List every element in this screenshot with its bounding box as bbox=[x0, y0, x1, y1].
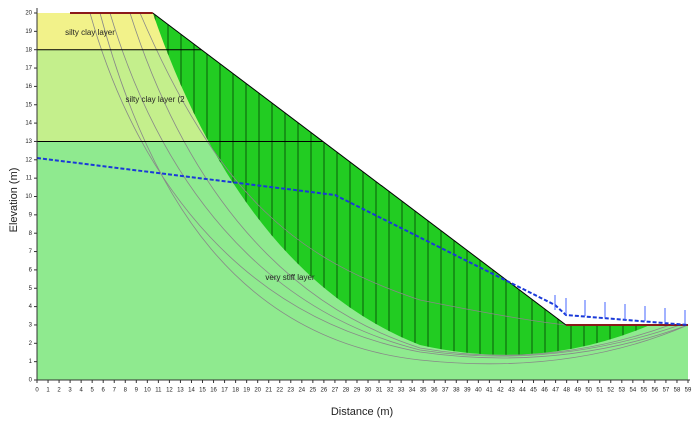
x-tick-label: 13 bbox=[177, 388, 184, 394]
x-tick-label: 48 bbox=[563, 388, 570, 394]
layer-label: silty clay layer (2 bbox=[125, 95, 185, 104]
x-tick-label: 57 bbox=[663, 388, 670, 394]
x-tick-label: 49 bbox=[574, 388, 581, 394]
x-tick-label: 55 bbox=[641, 388, 648, 394]
x-tick-label: 3 bbox=[68, 388, 72, 394]
x-tick-label: 30 bbox=[365, 388, 372, 394]
y-tick-label: 15 bbox=[25, 102, 32, 108]
x-tick-label: 28 bbox=[343, 388, 350, 394]
x-tick-label: 38 bbox=[453, 388, 460, 394]
slope-geometry bbox=[37, 0, 692, 400]
x-tick-label: 7 bbox=[113, 388, 117, 394]
x-tick-label: 33 bbox=[398, 388, 405, 394]
x-tick-label: 19 bbox=[243, 388, 250, 394]
x-tick-label: 50 bbox=[585, 388, 592, 394]
x-tick-label: 1 bbox=[46, 388, 50, 394]
y-tick-label: 4 bbox=[29, 304, 33, 310]
y-tick-label: 13 bbox=[25, 139, 32, 145]
y-tick-label: 17 bbox=[25, 66, 32, 72]
x-tick-label: 12 bbox=[166, 388, 173, 394]
x-tick-label: 5 bbox=[90, 388, 94, 394]
y-axis-label: Elevation (m) bbox=[8, 168, 20, 233]
x-tick-label: 52 bbox=[607, 388, 614, 394]
x-tick-label: 23 bbox=[287, 388, 294, 394]
y-tick-label: 6 bbox=[29, 267, 33, 273]
y-tick-label: 1 bbox=[29, 359, 33, 365]
y-tick-label: 19 bbox=[25, 29, 32, 35]
x-tick-label: 24 bbox=[298, 388, 305, 394]
y-tick-label: 14 bbox=[25, 121, 32, 127]
x-tick-label: 40 bbox=[475, 388, 482, 394]
y-tick-label: 8 bbox=[29, 231, 33, 237]
y-tick-label: 18 bbox=[25, 47, 32, 53]
x-tick-label: 32 bbox=[387, 388, 394, 394]
x-tick-label: 54 bbox=[629, 388, 636, 394]
x-tick-label: 58 bbox=[674, 388, 681, 394]
x-tick-label: 0 bbox=[35, 388, 39, 394]
x-tick-label: 2 bbox=[57, 388, 61, 394]
x-tick-label: 14 bbox=[188, 388, 195, 394]
y-tick-label: 0 bbox=[29, 378, 33, 384]
y-tick-label: 3 bbox=[29, 323, 33, 329]
x-tick-label: 42 bbox=[497, 388, 504, 394]
x-tick-label: 25 bbox=[310, 388, 317, 394]
x-tick-label: 20 bbox=[254, 388, 261, 394]
x-tick-label: 44 bbox=[519, 388, 526, 394]
y-tick-label: 7 bbox=[29, 249, 33, 255]
layer-label: very stiff layer bbox=[265, 273, 315, 282]
x-tick-label: 31 bbox=[376, 388, 383, 394]
x-tick-label: 8 bbox=[124, 388, 128, 394]
x-tick-label: 36 bbox=[431, 388, 438, 394]
y-tick-label: 11 bbox=[26, 176, 33, 182]
x-tick-label: 34 bbox=[409, 388, 416, 394]
x-tick-label: 21 bbox=[265, 388, 272, 394]
x-tick-label: 22 bbox=[276, 388, 283, 394]
y-tick-label: 5 bbox=[29, 286, 33, 292]
x-tick-label: 45 bbox=[530, 388, 537, 394]
y-tick-label: 16 bbox=[25, 84, 32, 90]
x-tick-label: 43 bbox=[508, 388, 515, 394]
x-tick-label: 47 bbox=[552, 388, 559, 394]
y-tick-label: 10 bbox=[25, 194, 32, 200]
x-tick-label: 59 bbox=[685, 388, 692, 394]
x-tick-label: 9 bbox=[135, 388, 139, 394]
x-tick-label: 26 bbox=[321, 388, 328, 394]
layer-label: silty clay layer bbox=[65, 28, 115, 37]
x-tick-label: 27 bbox=[332, 388, 339, 394]
y-tick-label: 9 bbox=[29, 212, 33, 218]
x-tick-label: 29 bbox=[354, 388, 361, 394]
x-tick-label: 17 bbox=[221, 388, 228, 394]
x-tick-label: 41 bbox=[486, 388, 493, 394]
x-tick-label: 56 bbox=[652, 388, 659, 394]
x-tick-label: 16 bbox=[210, 388, 217, 394]
x-tick-label: 39 bbox=[464, 388, 471, 394]
y-tick-label: 2 bbox=[29, 341, 33, 347]
x-tick-label: 10 bbox=[144, 388, 151, 394]
y-tick-label: 20 bbox=[25, 11, 32, 17]
x-tick-label: 51 bbox=[596, 388, 603, 394]
x-tick-label: 53 bbox=[618, 388, 625, 394]
x-tick-label: 15 bbox=[199, 388, 206, 394]
x-tick-label: 6 bbox=[102, 388, 106, 394]
x-tick-label: 4 bbox=[79, 388, 83, 394]
x-tick-label: 46 bbox=[541, 388, 548, 394]
x-tick-label: 11 bbox=[155, 388, 162, 394]
x-tick-label: 35 bbox=[420, 388, 427, 394]
y-tick-label: 12 bbox=[25, 157, 32, 163]
chart: silty clay layer silty clay layer (2 ver… bbox=[0, 0, 692, 428]
x-axis-label: Distance (m) bbox=[331, 406, 393, 418]
x-tick-label: 18 bbox=[232, 388, 239, 394]
x-tick-label: 37 bbox=[442, 388, 449, 394]
